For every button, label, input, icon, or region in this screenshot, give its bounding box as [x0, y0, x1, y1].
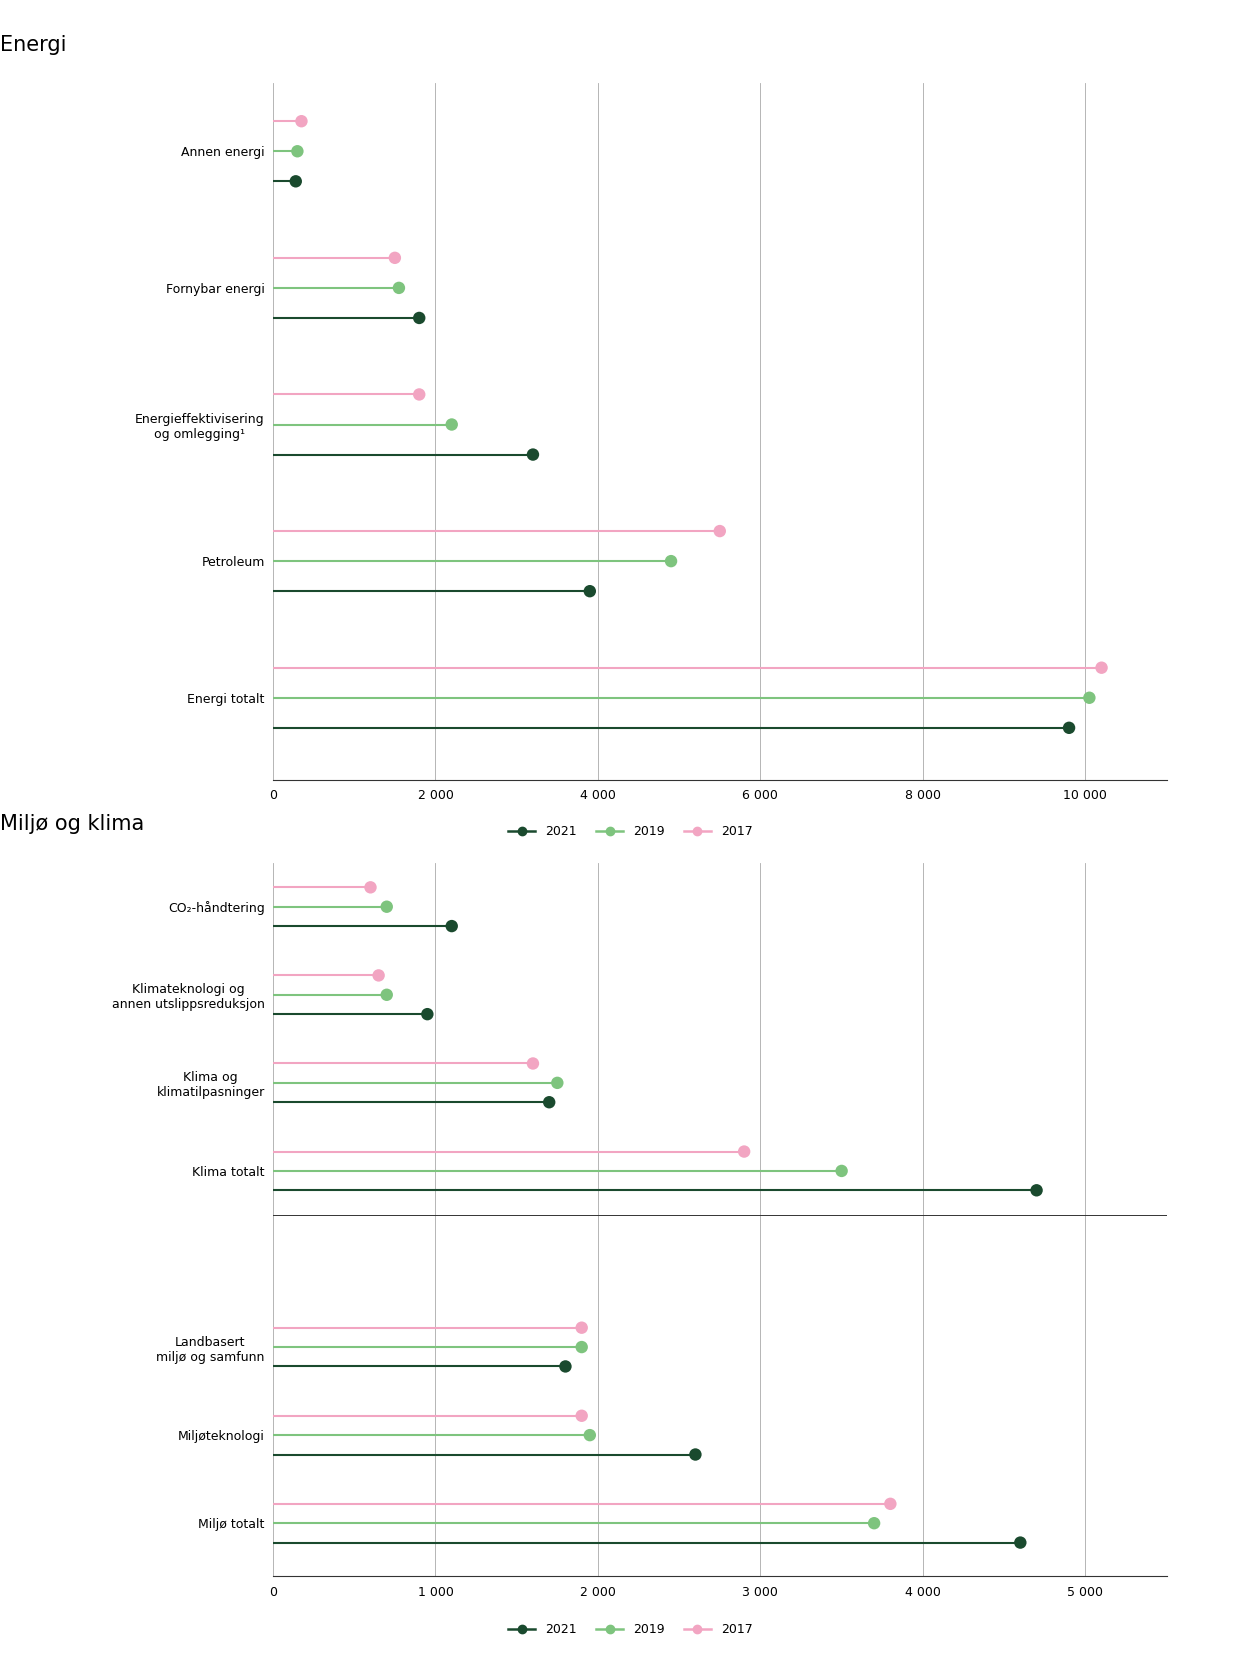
Point — [547, 1070, 567, 1097]
Point — [735, 1138, 755, 1165]
Point — [285, 168, 305, 194]
Point — [442, 912, 462, 939]
Point — [1010, 1530, 1030, 1556]
Point — [572, 1314, 592, 1340]
Point — [417, 1000, 437, 1027]
Point — [361, 874, 381, 901]
Point — [377, 982, 397, 1009]
Point — [410, 382, 429, 408]
Point — [572, 1402, 592, 1428]
Point — [388, 275, 408, 302]
Point — [710, 518, 730, 544]
Point — [442, 411, 462, 438]
Point — [572, 1334, 592, 1360]
Text: Energi: Energi — [0, 35, 67, 55]
Point — [288, 138, 308, 164]
Point — [410, 305, 429, 332]
Point — [369, 962, 388, 989]
Point — [1059, 715, 1078, 742]
Legend: 2021, 2019, 2017: 2021, 2019, 2017 — [503, 1618, 758, 1641]
Point — [685, 1442, 705, 1468]
Point — [661, 547, 681, 574]
Point — [556, 1354, 576, 1380]
Legend: 2021, 2019, 2017: 2021, 2019, 2017 — [503, 820, 758, 843]
Point — [580, 1422, 599, 1448]
Point — [1092, 654, 1112, 680]
Point — [831, 1158, 851, 1185]
Point — [864, 1510, 884, 1536]
Point — [377, 894, 397, 921]
Text: Miljø og klima: Miljø og klima — [0, 815, 145, 834]
Point — [385, 244, 405, 270]
Point — [1080, 685, 1100, 712]
Point — [1026, 1176, 1046, 1203]
Point — [540, 1088, 560, 1115]
Point — [880, 1490, 900, 1516]
Point — [522, 441, 542, 468]
Point — [522, 1050, 542, 1077]
Point — [292, 108, 311, 134]
Point — [580, 577, 599, 604]
